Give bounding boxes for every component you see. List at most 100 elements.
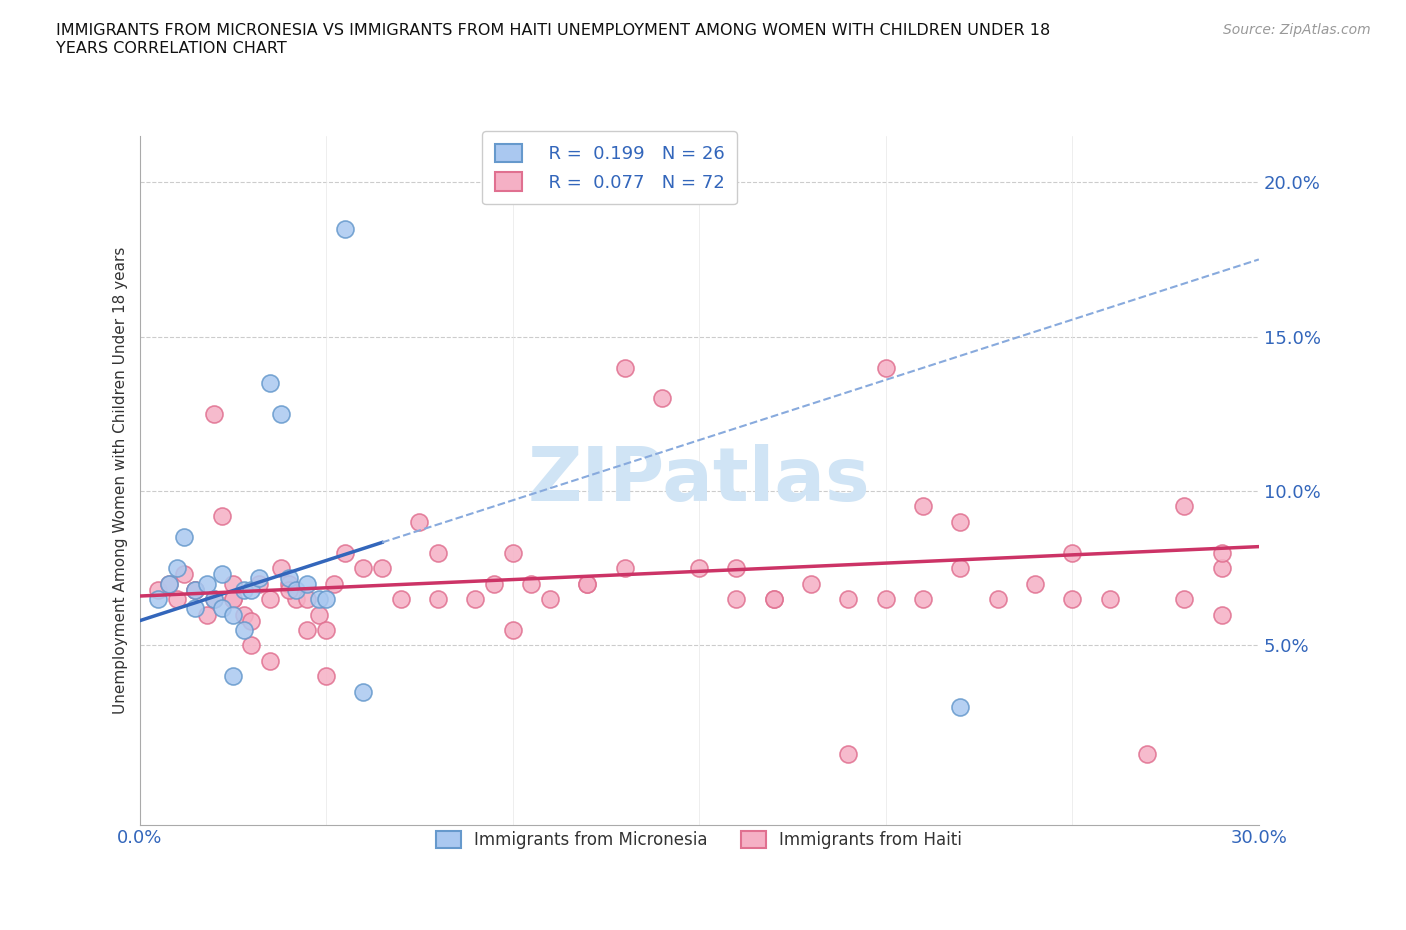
Legend: Immigrants from Micronesia, Immigrants from Haiti: Immigrants from Micronesia, Immigrants f…: [427, 823, 970, 857]
Point: [277, 577, 299, 591]
Point: [297, 577, 319, 591]
Point: [725, 591, 748, 606]
Point: [371, 561, 394, 576]
Point: [762, 591, 785, 606]
Point: [875, 360, 897, 375]
Point: [538, 591, 561, 606]
Point: [464, 591, 486, 606]
Point: [1211, 561, 1233, 576]
Point: [1136, 746, 1159, 761]
Point: [912, 499, 935, 514]
Point: [222, 591, 245, 606]
Text: ZIPatlas: ZIPatlas: [527, 444, 870, 517]
Point: [259, 654, 281, 669]
Point: [247, 570, 270, 585]
Point: [184, 601, 207, 616]
Point: [322, 577, 344, 591]
Point: [222, 669, 245, 684]
Point: [184, 582, 207, 597]
Point: [195, 577, 218, 591]
Point: [613, 561, 636, 576]
Point: [352, 561, 374, 576]
Point: [315, 591, 337, 606]
Point: [166, 561, 188, 576]
Point: [233, 622, 256, 637]
Point: [315, 622, 337, 637]
Point: [1211, 607, 1233, 622]
Point: [211, 601, 233, 616]
Point: [202, 591, 225, 606]
Point: [1062, 591, 1084, 606]
Point: [202, 406, 225, 421]
Point: [576, 577, 599, 591]
Point: [1098, 591, 1121, 606]
Point: [1024, 577, 1046, 591]
Point: [875, 591, 897, 606]
Point: [202, 591, 225, 606]
Point: [482, 577, 505, 591]
Point: [222, 607, 245, 622]
Point: [1211, 545, 1233, 560]
Point: [247, 577, 270, 591]
Point: [333, 221, 356, 236]
Point: [725, 561, 748, 576]
Point: [184, 582, 207, 597]
Point: [987, 591, 1010, 606]
Point: [1062, 545, 1084, 560]
Point: [240, 582, 263, 597]
Point: [277, 570, 299, 585]
Point: [285, 591, 308, 606]
Point: [148, 582, 170, 597]
Point: [240, 638, 263, 653]
Point: [259, 376, 281, 391]
Point: [389, 591, 412, 606]
Point: [222, 577, 245, 591]
Point: [173, 567, 195, 582]
Point: [259, 591, 281, 606]
Point: [148, 591, 170, 606]
Point: [949, 699, 972, 714]
Point: [800, 577, 823, 591]
Point: [285, 582, 308, 597]
Y-axis label: Unemployment Among Women with Children Under 18 years: Unemployment Among Women with Children U…: [114, 246, 128, 714]
Point: [837, 591, 859, 606]
Point: [1173, 499, 1195, 514]
Point: [949, 514, 972, 529]
Point: [427, 591, 450, 606]
Point: [912, 591, 935, 606]
Point: [166, 591, 188, 606]
Point: [352, 684, 374, 699]
Point: [240, 613, 263, 628]
Point: [762, 591, 785, 606]
Point: [651, 391, 673, 405]
Point: [949, 561, 972, 576]
Point: [333, 545, 356, 560]
Point: [211, 567, 233, 582]
Point: [195, 607, 218, 622]
Point: [837, 746, 859, 761]
Point: [408, 514, 430, 529]
Point: [502, 545, 524, 560]
Point: [222, 591, 245, 606]
Point: [233, 582, 256, 597]
Point: [173, 530, 195, 545]
Point: [502, 622, 524, 637]
Text: Source: ZipAtlas.com: Source: ZipAtlas.com: [1223, 23, 1371, 37]
Point: [308, 607, 330, 622]
Point: [315, 669, 337, 684]
Point: [270, 406, 292, 421]
Point: [157, 577, 180, 591]
Point: [427, 545, 450, 560]
Point: [277, 582, 299, 597]
Point: [520, 577, 543, 591]
Point: [270, 561, 292, 576]
Point: [297, 622, 319, 637]
Point: [308, 591, 330, 606]
Point: [211, 509, 233, 524]
Point: [576, 577, 599, 591]
Point: [613, 360, 636, 375]
Point: [157, 577, 180, 591]
Point: [184, 582, 207, 597]
Text: IMMIGRANTS FROM MICRONESIA VS IMMIGRANTS FROM HAITI UNEMPLOYMENT AMONG WOMEN WIT: IMMIGRANTS FROM MICRONESIA VS IMMIGRANTS…: [56, 23, 1050, 56]
Point: [297, 591, 319, 606]
